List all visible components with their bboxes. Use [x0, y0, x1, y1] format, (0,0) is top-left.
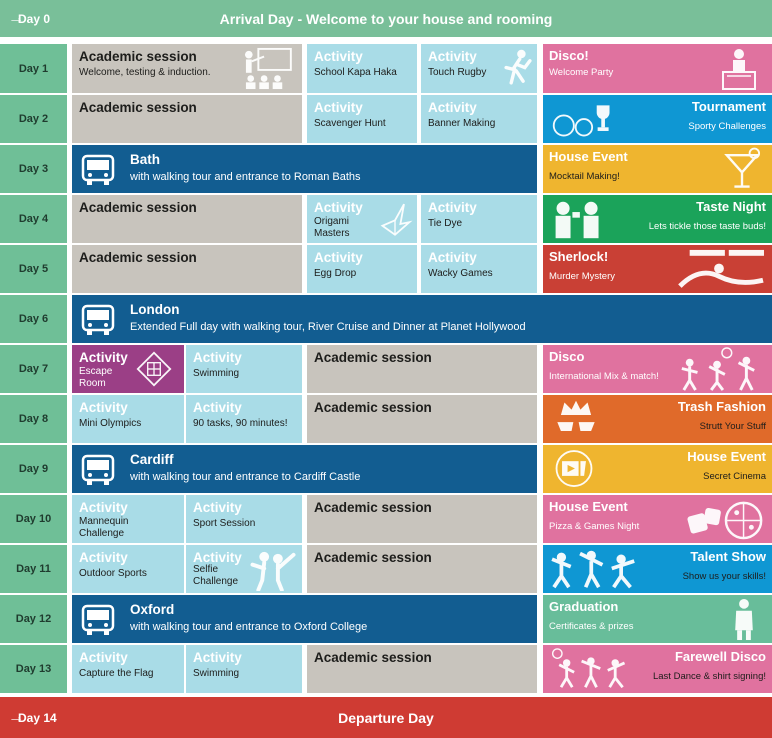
- rugby-player-icon: [504, 49, 532, 85]
- day-label: Day 1: [0, 44, 67, 93]
- departure-day-banner: → Day 14 Departure Day: [0, 697, 772, 738]
- party-icon: [551, 648, 626, 689]
- evening-event: House Event Mocktail Making!: [543, 145, 772, 193]
- evening-event: Talent Show Show us your skills!: [543, 545, 772, 593]
- departure-title: Departure Day: [338, 709, 434, 726]
- academic-session: Academic session Welcome, testing & indu…: [72, 44, 302, 93]
- sports-balls-icon: [552, 105, 610, 137]
- activity-cell: Activity Scavenger Hunt: [307, 95, 417, 143]
- academic-session: Academic session: [307, 495, 537, 543]
- crime-scene-icon: [678, 249, 764, 288]
- day-label: Day 7: [0, 345, 67, 393]
- dancers-icon: [681, 347, 755, 391]
- activity-cell: Activity Outdoor Sports: [72, 545, 184, 593]
- day-trip: London Extended Full day with walking to…: [72, 295, 772, 343]
- evening-event: Sherlock! Murder Mystery: [543, 245, 772, 293]
- evening-event: Taste Night Lets tickle those taste buds…: [543, 195, 772, 243]
- activity-cell: Activity 90 tasks, 90 minutes!: [186, 395, 302, 443]
- day-label: Day 12: [0, 595, 67, 643]
- bus-icon: [81, 604, 115, 635]
- evening-event: Tournament Sporty Challenges: [543, 95, 772, 143]
- bus-icon: [81, 304, 115, 335]
- academic-session: Academic session: [72, 245, 302, 293]
- academic-session: Academic session: [72, 95, 302, 143]
- evening-event: Disco International Mix & match!: [543, 345, 772, 393]
- day-label: Day 0: [18, 11, 51, 26]
- day-label: Day 4: [0, 195, 67, 243]
- activity-cell: Activity Swimming: [186, 645, 302, 693]
- day-label: Day 10: [0, 495, 67, 543]
- tasting-icon: [555, 201, 599, 239]
- activity-cell: Activity Selfie Challenge: [186, 545, 302, 593]
- day-label: Day 5: [0, 245, 67, 293]
- activity-cell: Activity Origami Masters: [307, 195, 417, 243]
- evening-event: House Event Secret Cinema: [543, 445, 772, 493]
- evening-event: Disco! Welcome Party: [543, 44, 772, 93]
- day-label: Day 2: [0, 95, 67, 143]
- day-label: Day 3: [0, 145, 67, 193]
- activity-cell: Activity Capture the Flag: [72, 645, 184, 693]
- arrival-day-banner: → Day 0 Arrival Day - Welcome to your ho…: [0, 0, 772, 37]
- bus-icon: [81, 154, 115, 185]
- academic-session: Academic session: [72, 195, 302, 243]
- evening-event: Trash Fashion Strutt Your Stuff: [543, 395, 772, 443]
- evening-event: Graduation Certificates & prizes: [543, 595, 772, 643]
- teacher-icon: [244, 47, 292, 90]
- activity-cell: Activity Tie Dye: [421, 195, 537, 243]
- academic-session: Academic session: [307, 395, 537, 443]
- dj-icon: [722, 49, 756, 90]
- pizza-dice-icon: [687, 501, 763, 540]
- activity-cell: Activity Escape Room: [72, 345, 184, 393]
- day-trip: Cardiff with walking tour and entrance t…: [72, 445, 537, 493]
- evening-event: Farewell Disco Last Dance & shirt signin…: [543, 645, 772, 693]
- activity-cell: Activity Swimming: [186, 345, 302, 393]
- arrow-right-icon: →: [8, 9, 24, 27]
- academic-session: Academic session: [307, 545, 537, 593]
- day-label: Day 9: [0, 445, 67, 493]
- day-label: Day 6: [0, 295, 67, 343]
- arrow-right-icon: →: [8, 708, 24, 726]
- day-label: Day 14: [18, 710, 57, 725]
- performers-icon: [551, 550, 635, 589]
- activity-cell: Activity Egg Drop: [307, 245, 417, 293]
- crown-glasses-icon: [557, 400, 595, 431]
- arrival-title: Arrival Day - Welcome to your house and …: [219, 10, 553, 27]
- selfie-icon: [250, 551, 296, 591]
- graduate-icon: [735, 598, 753, 641]
- academic-session: Academic session: [307, 645, 537, 693]
- activity-cell: Activity Mini Olympics: [72, 395, 184, 443]
- activity-cell: Activity Wacky Games: [421, 245, 537, 293]
- day-label: Day 8: [0, 395, 67, 443]
- day-trip: Bath with walking tour and entrance to R…: [72, 145, 537, 193]
- activity-cell: Activity Mannequin Challenge: [72, 495, 184, 543]
- academic-session: Academic session: [307, 345, 537, 393]
- activity-cell: Activity Banner Making: [421, 95, 537, 143]
- origami-swan-icon: [380, 203, 413, 236]
- day-trip: Oxford with walking tour and entrance to…: [72, 595, 537, 643]
- escape-room-icon: [136, 351, 172, 387]
- evening-event: House Event Pizza & Games Night: [543, 495, 772, 543]
- cinema-icon: [555, 450, 593, 487]
- bus-icon: [81, 454, 115, 485]
- activity-cell: Activity School Kapa Haka: [307, 44, 417, 93]
- day-label: Day 11: [0, 545, 67, 593]
- cocktail-icon: [724, 147, 761, 188]
- day-label: Day 13: [0, 645, 67, 693]
- activity-cell: Activity Touch Rugby: [421, 44, 537, 93]
- activity-cell: Activity Sport Session: [186, 495, 302, 543]
